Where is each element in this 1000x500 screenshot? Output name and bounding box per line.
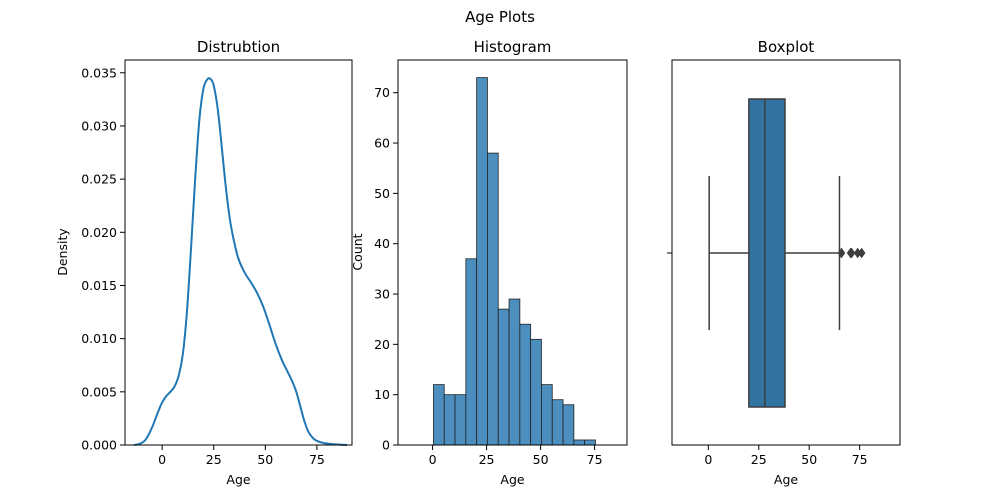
- histogram-bar: [443, 394, 456, 446]
- histogram-bar: [433, 384, 445, 446]
- outlier-point: [857, 247, 866, 259]
- histogram-bar: [541, 384, 553, 446]
- distribution-x-label: Age: [226, 472, 250, 487]
- histogram-bar: [454, 394, 467, 446]
- y-tick-label: 0.020: [81, 225, 117, 240]
- y-tick-label: 40: [374, 236, 390, 251]
- distribution-x-ticks: 0 25 50 75: [158, 445, 325, 467]
- boxplot-title: Boxplot: [758, 38, 815, 56]
- x-tick-label: 75: [309, 452, 325, 467]
- histogram-y-ticks: 0 10 20 30 40 50 60 70: [374, 85, 398, 453]
- x-tick-label: 75: [587, 452, 603, 467]
- x-tick-label: 75: [852, 452, 868, 467]
- distribution-y-label: Density: [55, 228, 70, 276]
- density-curve: [134, 77, 347, 446]
- histogram-bar: [573, 439, 586, 446]
- y-tick-label: 0.010: [81, 331, 117, 346]
- y-tick-label: 0.015: [81, 278, 117, 293]
- histogram-bars: [433, 77, 596, 446]
- histogram-bar: [465, 258, 478, 446]
- y-tick-label: 0.025: [81, 172, 117, 187]
- histogram-title: Histogram: [474, 38, 552, 56]
- y-tick-label: 60: [374, 136, 390, 151]
- histogram-bar: [562, 404, 575, 446]
- distribution-y-ticks: 0.000 0.005 0.010 0.015 0.020 0.025 0.030 0.035: [81, 65, 125, 453]
- x-tick-label: 0: [158, 452, 166, 467]
- boxplot-x-ticks: 0 25 50 75: [704, 445, 868, 467]
- histogram-panel: Histogram 0 10 20 30 40 50 60 70 0 25 50 75 Age Co…: [350, 38, 628, 487]
- boxplot-x-label: Age: [774, 472, 798, 487]
- histogram-bar: [497, 308, 510, 446]
- x-tick-label: 25: [751, 452, 767, 467]
- y-tick-label: 50: [374, 186, 390, 201]
- boxplot-frame: [671, 59, 901, 446]
- distribution-title: Distrubtion: [197, 38, 280, 56]
- outlier-point: [847, 247, 856, 259]
- x-tick-label: 25: [206, 452, 222, 467]
- box-iqr: [748, 98, 786, 408]
- x-tick-label: 0: [429, 452, 437, 467]
- y-tick-label: 0.005: [81, 384, 117, 399]
- boxplot: [708, 98, 866, 408]
- histogram-x-ticks: 0 25 50 75: [429, 445, 603, 467]
- histogram-bar: [584, 439, 596, 446]
- y-tick-label: 0.000: [81, 438, 117, 453]
- y-tick-label: 30: [374, 287, 390, 302]
- histogram-frame: [397, 59, 628, 446]
- histogram-bar: [530, 338, 542, 446]
- y-tick-label: 0.035: [81, 65, 117, 80]
- histogram-x-label: Age: [500, 472, 524, 487]
- distribution-panel: Distrubtion 0.0000.0050.0100.0150.0200.0…: [55, 38, 353, 487]
- x-tick-label: 25: [479, 452, 495, 467]
- boxplot-panel: Boxplot 0 25 50 75 Age: [667, 38, 901, 487]
- histogram-bar: [551, 399, 564, 446]
- figure-title: Age Plots: [465, 8, 535, 26]
- x-tick-label: 0: [704, 452, 712, 467]
- y-tick-label: 0.030: [81, 118, 117, 133]
- y-tick-label: 10: [374, 387, 390, 402]
- distribution-frame: [124, 59, 353, 446]
- x-tick-label: 50: [801, 452, 817, 467]
- y-tick-label: 20: [374, 337, 390, 352]
- histogram-y-label: Count: [350, 233, 365, 270]
- x-tick-label: 50: [533, 452, 549, 467]
- histogram-bar: [476, 77, 488, 446]
- x-tick-label: 50: [257, 452, 273, 467]
- y-tick-label: 70: [374, 85, 390, 100]
- histogram-bar: [487, 152, 499, 446]
- y-tick-label: 0: [382, 438, 390, 453]
- histogram-bar: [508, 298, 521, 446]
- outlier-point: [837, 247, 846, 259]
- histogram-bar: [519, 323, 532, 446]
